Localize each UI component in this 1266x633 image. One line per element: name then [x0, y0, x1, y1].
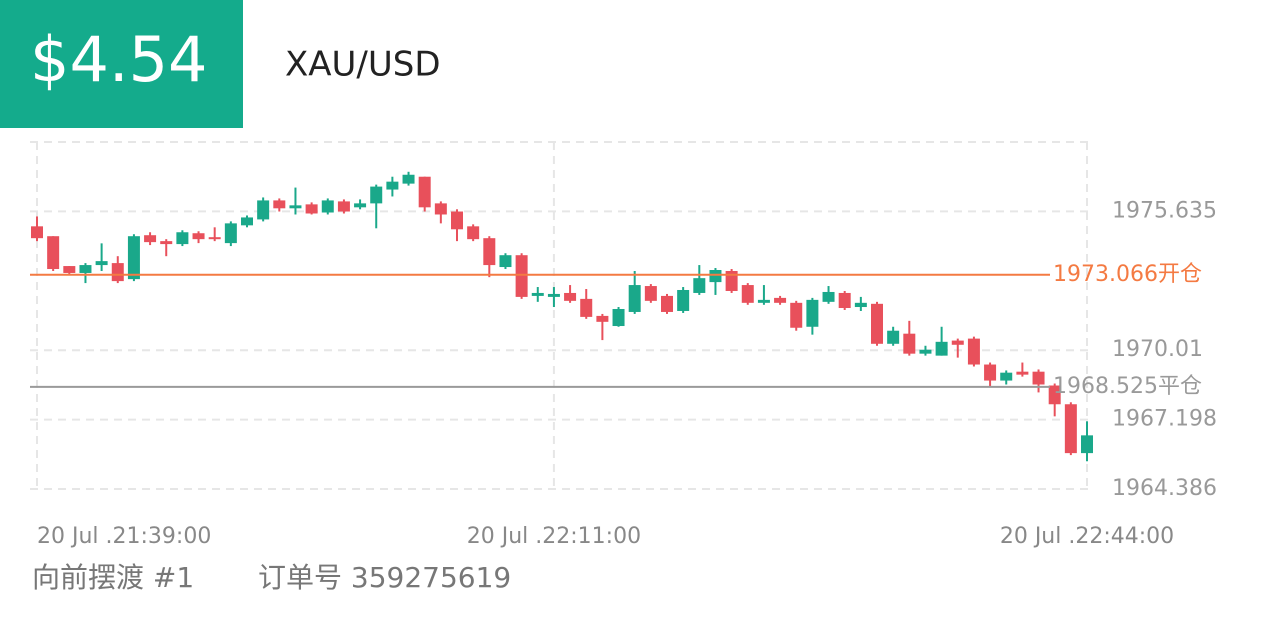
candle-body	[887, 330, 900, 344]
candle-body	[451, 211, 463, 230]
candle-body	[661, 295, 673, 312]
y-tick-label: 1970.01	[1112, 337, 1203, 362]
candle-body	[47, 236, 60, 270]
candle-body	[1048, 385, 1061, 405]
candle-body	[160, 241, 173, 245]
candle-body	[693, 278, 706, 293]
candle-body	[176, 232, 189, 245]
candle-body	[257, 200, 270, 220]
candle-body	[806, 299, 819, 327]
candle-body	[354, 203, 367, 208]
candle-body	[677, 289, 690, 311]
order-number: 订单号 359275619	[258, 561, 511, 594]
candle-body	[273, 200, 286, 209]
candle-body	[741, 285, 754, 303]
candle-body	[547, 293, 560, 297]
price-line-label: 1968.525平仓	[1053, 374, 1202, 399]
candle-body	[596, 315, 609, 322]
candle-body	[1032, 371, 1045, 385]
candle-body	[1000, 372, 1013, 381]
candle-body	[822, 291, 835, 302]
symbol: XAU/USD	[285, 45, 441, 85]
candle-body	[644, 286, 657, 301]
x-tick-label: 20 Jul .22:11:00	[467, 524, 641, 549]
candle-body	[434, 203, 447, 215]
candle-body	[1064, 404, 1077, 454]
candle-body	[208, 237, 221, 240]
candle-body	[370, 186, 383, 204]
candle-body	[1081, 435, 1093, 454]
candle-body	[612, 308, 625, 327]
strategy-name: 向前摆渡 #1	[32, 561, 194, 594]
candle-body	[224, 223, 237, 244]
candle-body	[499, 255, 512, 268]
candle-body	[418, 176, 431, 208]
candle-body	[467, 226, 480, 240]
price-badge	[0, 0, 243, 128]
candle-body	[757, 299, 770, 303]
y-tick-label: 1964.386	[1112, 476, 1217, 501]
profit: $4.54	[30, 23, 208, 96]
candle-body	[337, 201, 350, 212]
candle-body	[483, 238, 496, 266]
candle-body	[951, 340, 964, 345]
candle-body	[144, 235, 157, 243]
x-tick-label: 20 Jul .21:39:00	[37, 524, 211, 549]
x-tick-label: 20 Jul .22:44:00	[1000, 524, 1174, 549]
candle-body	[725, 270, 738, 291]
candle-body	[127, 236, 140, 280]
candle-body	[935, 341, 948, 356]
price-line-label: 1973.066开仓	[1053, 262, 1202, 287]
candle-body	[1016, 371, 1029, 375]
candle-body	[919, 349, 932, 354]
candle-body	[289, 205, 302, 209]
candle-body	[95, 261, 108, 266]
candle-body	[241, 217, 253, 226]
candle-body	[903, 333, 916, 354]
candle-body	[63, 266, 76, 273]
candle-body	[192, 233, 205, 240]
y-tick-label: 1967.198	[1112, 407, 1217, 432]
candle-body	[402, 174, 415, 184]
candle-body	[984, 364, 997, 381]
candle-body	[321, 200, 334, 213]
candle-body	[967, 338, 980, 365]
candle-body	[79, 265, 92, 273]
candle-body	[774, 297, 787, 303]
candle-body	[790, 302, 803, 328]
candle-body	[564, 292, 577, 301]
candle-body	[628, 285, 641, 312]
candle-body	[854, 302, 867, 308]
candle-body	[31, 226, 43, 239]
candle-body	[580, 298, 593, 317]
candle-body	[838, 292, 851, 309]
candle-body	[305, 204, 318, 214]
candle-body	[515, 255, 528, 297]
candle-body	[709, 270, 722, 283]
y-tick-label: 1975.635	[1112, 198, 1217, 223]
candle-body	[111, 263, 124, 282]
candle-body	[871, 303, 883, 344]
candle-body	[531, 292, 544, 296]
candle-body	[386, 181, 399, 190]
